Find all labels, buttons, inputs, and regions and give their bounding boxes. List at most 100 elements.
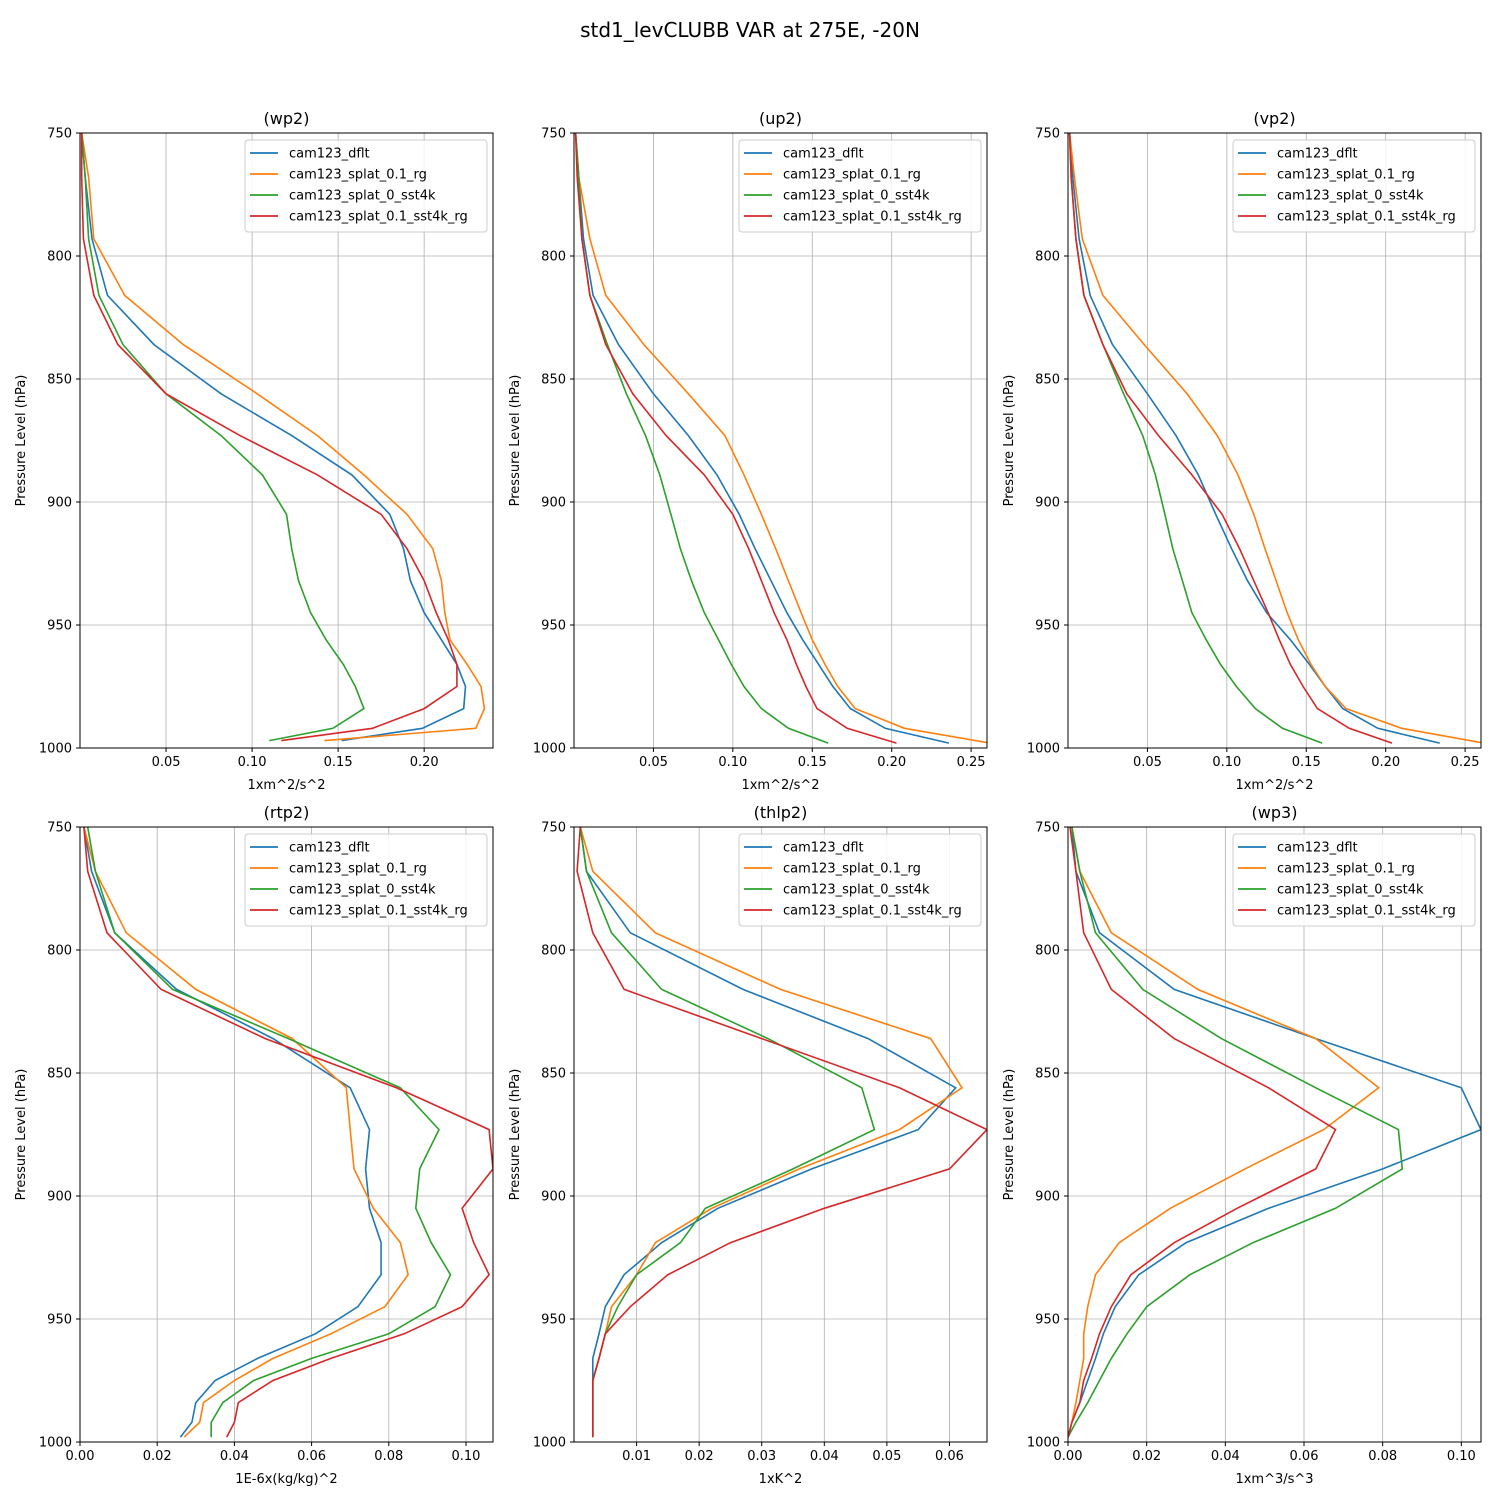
y-tick-label: 1000 [1027, 742, 1060, 757]
legend: cam123_dflt cam123_splat_0.1_rg cam123_spl… [244, 139, 488, 233]
panel-up2: 0.05 0.10 0.15 0.20 0.25 750 800 850 900 950 1000 (… [508, 109, 988, 793]
legend-label: cam123_splat_0.1_sst4k_rg [783, 210, 962, 225]
legend-label: cam123_dflt [783, 147, 864, 162]
y-tick-label: 900 [541, 496, 566, 511]
legend-label: cam123_splat_0.1_sst4k_rg [289, 904, 468, 919]
axes-frame [79, 132, 494, 749]
panel-wp3: 0.00 0.02 0.04 0.06 0.08 0.10 750 800 850 900 950 1… [1002, 803, 1482, 1487]
x-tick-label: 0.08 [1368, 1449, 1397, 1464]
y-tick-label: 850 [1035, 1067, 1060, 1082]
y-tick-label: 750 [1035, 127, 1060, 142]
y-tick-label: 850 [47, 373, 72, 388]
y-tick-label: 750 [47, 821, 72, 836]
legend-label: cam123_splat_0_sst4k [783, 189, 930, 204]
axes-frame [573, 826, 988, 1443]
y-axis-label: Pressure Level (hPa) [508, 375, 523, 507]
legend: cam123_dflt cam123_splat_0.1_rg cam123_spl… [738, 139, 982, 233]
x-tick-label: 0.04 [1211, 1449, 1240, 1464]
series-line-cam123_splat_0.1_rg [574, 133, 987, 744]
legend-label: cam123_splat_0.1_rg [783, 862, 921, 877]
legend: cam123_dflt cam123_splat_0.1_rg cam123_spl… [244, 833, 488, 927]
y-tick-label: 850 [1035, 373, 1060, 388]
series-line-cam123_splat_0.1_rg [83, 827, 409, 1438]
x-tick-label: 0.06 [935, 1449, 964, 1464]
axes-frame [1067, 826, 1482, 1443]
panel-title: (thlp2) [754, 803, 808, 822]
y-tick-label: 950 [541, 1313, 566, 1328]
y-axis-label: Pressure Level (hPa) [508, 1069, 523, 1201]
x-tick-label: 0.00 [66, 1449, 95, 1464]
series-line-cam123_dflt [574, 133, 950, 744]
y-tick-label: 800 [47, 250, 72, 265]
x-axis-label: 1xm^2/s^2 [247, 778, 325, 793]
legend-label: cam123_splat_0_sst4k [783, 883, 930, 898]
panel-title: (wp3) [1252, 803, 1298, 822]
x-tick-label: 0.02 [143, 1449, 172, 1464]
y-tick-label: 900 [541, 1190, 566, 1205]
y-tick-label: 950 [1035, 1313, 1060, 1328]
x-tick-label: 0.00 [1054, 1449, 1083, 1464]
series-line-cam123_splat_0.1_rg [1068, 133, 1481, 744]
y-axis-label: Pressure Level (hPa) [1002, 1069, 1017, 1201]
y-axis-label: Pressure Level (hPa) [1002, 375, 1017, 507]
x-tick-label: 0.05 [152, 755, 181, 770]
series-line-cam123_splat_0_sst4k [1068, 827, 1404, 1438]
series-line-cam123_splat_0.1_rg [1068, 827, 1381, 1438]
panel-wp2: 0.05 0.10 0.15 0.20 750 800 850 900 950 1000 (wp2)… [14, 109, 494, 793]
y-tick-label: 750 [541, 821, 566, 836]
legend-label: cam123_dflt [1277, 841, 1358, 856]
x-tick-label: 0.06 [1290, 1449, 1319, 1464]
x-tick-label: 0.20 [877, 755, 906, 770]
x-axis-label: 1xm^2/s^2 [741, 778, 819, 793]
x-tick-label: 0.10 [1212, 755, 1241, 770]
series-line-cam123_splat_0_sst4k [80, 133, 365, 742]
x-tick-label: 0.03 [747, 1449, 776, 1464]
legend-label: cam123_splat_0.1_sst4k_rg [783, 904, 962, 919]
legend-label: cam123_splat_0.1_rg [289, 862, 427, 877]
legend-label: cam123_dflt [1277, 147, 1358, 162]
x-tick-label: 0.02 [1132, 1449, 1161, 1464]
y-tick-label: 800 [1035, 944, 1060, 959]
y-tick-label: 1000 [533, 1436, 566, 1451]
x-tick-label: 0.10 [718, 755, 747, 770]
legend-label: cam123_splat_0_sst4k [289, 883, 436, 898]
legend-label: cam123_splat_0.1_sst4k_rg [1277, 210, 1456, 225]
x-axis-label: 1xK^2 [759, 1472, 803, 1487]
x-tick-label: 0.15 [1292, 755, 1321, 770]
series-line-cam123_dflt [1068, 827, 1481, 1438]
x-tick-label: 0.06 [297, 1449, 326, 1464]
x-tick-label: 0.15 [798, 755, 827, 770]
x-tick-label: 0.05 [639, 755, 668, 770]
y-tick-label: 900 [47, 1190, 72, 1205]
panel-title: (rtp2) [264, 803, 310, 822]
series-line-cam123_dflt [80, 133, 467, 742]
y-tick-label: 850 [541, 1067, 566, 1082]
x-axis-label: 1E-6x(kg/kg)^2 [235, 1472, 337, 1487]
axes-frame [573, 132, 988, 749]
y-tick-label: 950 [541, 619, 566, 634]
panel-title: (wp2) [264, 109, 310, 128]
legend-box [1232, 833, 1476, 927]
axes-frame [79, 826, 494, 1443]
legend-box [244, 139, 488, 233]
panel-rtp2: 0.00 0.02 0.04 0.06 0.08 0.10 750 800 850 900 950 1… [14, 803, 494, 1487]
series-line-cam123_splat_0.1_sst4k_rg [1068, 133, 1393, 744]
y-tick-label: 1000 [533, 742, 566, 757]
y-tick-label: 1000 [1027, 1436, 1060, 1451]
x-tick-label: 0.20 [1371, 755, 1400, 770]
y-axis-label: Pressure Level (hPa) [14, 375, 29, 507]
panel-thlp2: 0.01 0.02 0.03 0.04 0.05 0.06 750 800 850 900 950 1… [508, 803, 988, 1487]
x-tick-label: 0.10 [1447, 1449, 1476, 1464]
panel-title: (up2) [759, 109, 802, 128]
legend-label: cam123_dflt [289, 841, 370, 856]
panels: 0.05 0.10 0.15 0.20 750 800 850 900 950 1000 (wp2)… [14, 109, 1482, 1487]
legend-label: cam123_splat_0_sst4k [1277, 189, 1424, 204]
legend-label: cam123_splat_0.1_rg [1277, 168, 1415, 183]
legend-label: cam123_dflt [783, 841, 864, 856]
legend-label: cam123_splat_0_sst4k [1277, 883, 1424, 898]
y-tick-label: 1000 [39, 1436, 72, 1451]
y-tick-label: 800 [47, 944, 72, 959]
y-tick-label: 800 [541, 944, 566, 959]
legend-label: cam123_splat_0.1_sst4k_rg [289, 210, 468, 225]
